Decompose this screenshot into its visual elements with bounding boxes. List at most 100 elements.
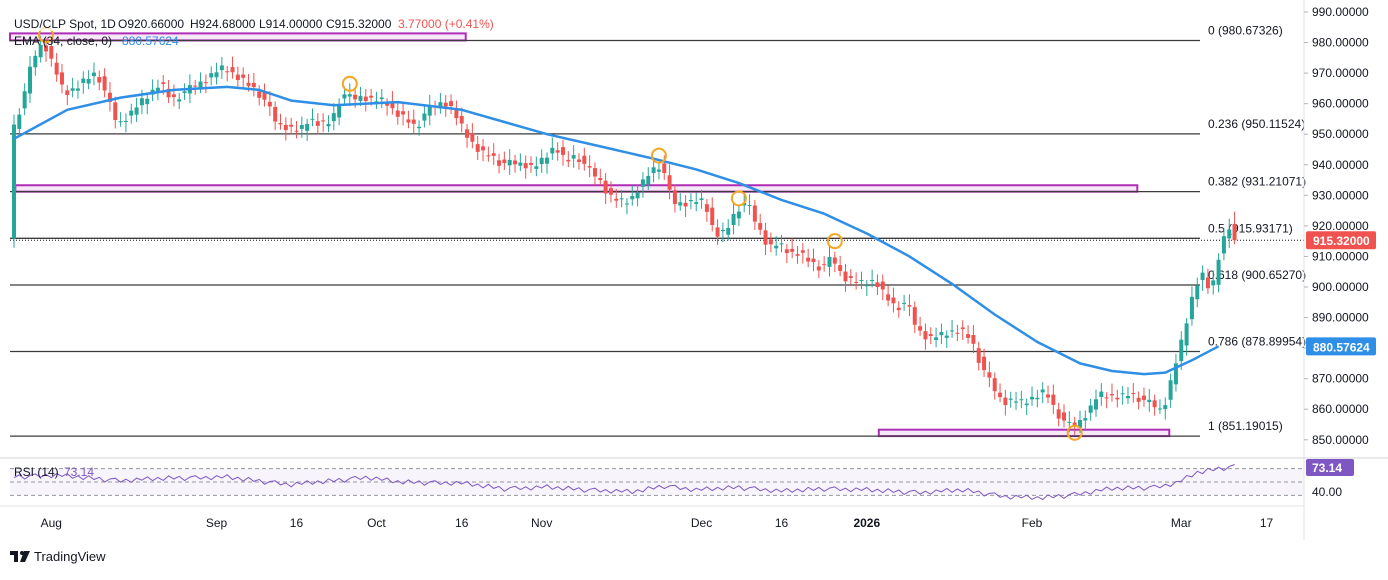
candle-body	[86, 78, 91, 84]
candle-body	[827, 256, 832, 267]
rsi-value-badge-text: 73.14	[1312, 461, 1342, 475]
candle-body	[134, 107, 139, 115]
candle-body	[523, 163, 528, 169]
candle-body	[1003, 397, 1008, 406]
candle-body	[934, 337, 939, 341]
candle-body	[59, 72, 64, 85]
rsi-legend-label[interactable]: RSI (14)	[14, 465, 59, 479]
candle-body	[129, 110, 134, 116]
candle-body	[507, 159, 512, 166]
candle-body	[1211, 280, 1216, 286]
time-axis[interactable]: Aug Sep 16 Oct 16 Nov Dec 16 2026 Feb Mar 17	[41, 516, 1274, 530]
candle-body	[891, 297, 896, 304]
candle-body	[619, 198, 624, 200]
rsi-legend-value: 73.14	[64, 465, 94, 479]
fib-label: 0.618 (900.65270)	[1208, 268, 1306, 282]
candle-body	[171, 94, 176, 98]
price-axis[interactable]: 990.00000 980.00000 970.00000 960.00000 950.…	[1304, 5, 1369, 447]
candle-body	[267, 101, 272, 107]
candle-body	[374, 101, 379, 103]
low-value: L914.00000	[259, 17, 323, 31]
candle-body	[166, 88, 171, 98]
time-tick-label: 2026	[853, 516, 880, 530]
candle-body	[22, 91, 27, 109]
swing-high-marker-3	[650, 147, 667, 164]
close-value: C915.32000	[326, 17, 392, 31]
candle-body	[550, 147, 555, 154]
candle-body	[459, 115, 464, 124]
candle-body	[1232, 223, 1237, 241]
candle-body	[795, 254, 800, 256]
candle-body	[331, 113, 336, 122]
candle-body	[251, 82, 256, 88]
candle-body	[944, 335, 949, 338]
tradingview-logo[interactable]: TradingView	[10, 549, 106, 564]
candle-body	[592, 168, 597, 177]
candle-body	[491, 153, 496, 156]
candle-body	[1173, 363, 1178, 385]
candle-body	[347, 94, 352, 97]
time-tick-label: 16	[455, 516, 469, 530]
candle-body	[1120, 393, 1125, 395]
candle-body	[880, 281, 885, 290]
candle-body	[854, 281, 859, 283]
candle-body	[443, 102, 448, 107]
candle-body	[1136, 397, 1141, 402]
price-tick-label: 910.00000	[1312, 249, 1369, 263]
open-value: O920.66000	[118, 17, 184, 31]
candle-body	[1216, 259, 1221, 285]
candle-body	[560, 147, 565, 155]
candle-body	[310, 118, 315, 120]
candle-body	[555, 150, 560, 153]
candle-body	[571, 155, 576, 159]
rsi-line	[13, 464, 1235, 501]
candle-body	[768, 239, 773, 245]
candle-body	[353, 94, 358, 100]
candle-body	[598, 178, 603, 181]
candle-body	[70, 88, 75, 91]
candle-body	[614, 198, 619, 201]
candle-body	[1163, 405, 1168, 410]
ema-price-badge-text: 880.57624	[1313, 340, 1370, 354]
candle-body	[971, 335, 976, 344]
candle-body	[177, 99, 182, 102]
price-tick-label: 960.00000	[1312, 97, 1369, 111]
candle-body	[1072, 422, 1077, 427]
candle-body	[843, 271, 848, 282]
candle-body	[219, 65, 224, 71]
candle-body	[486, 155, 491, 157]
fib-label: 0.5 (915.93171)	[1208, 221, 1293, 235]
rsi-value-badge	[1306, 459, 1354, 476]
symbol-title[interactable]: USD/CLP Spot, 1D	[14, 17, 116, 31]
candle-body	[198, 81, 203, 88]
candle-body	[715, 227, 720, 237]
candle-body	[123, 120, 128, 122]
candle-body	[1179, 339, 1184, 362]
candle-body	[816, 266, 821, 271]
candle-body	[417, 126, 422, 129]
price-tick-label: 870.00000	[1312, 372, 1369, 386]
candle-body	[203, 82, 208, 84]
ema-legend-label[interactable]: EMA (34, close, 0)	[14, 34, 112, 48]
rsi-axis-label: 40.00	[1312, 485, 1342, 499]
fib-label: 0.786 (878.89954)	[1208, 334, 1306, 348]
candle-body	[667, 175, 672, 190]
candle-body	[315, 121, 320, 126]
candle-body	[118, 121, 123, 123]
candle-body	[630, 195, 635, 200]
candle-body	[193, 85, 198, 87]
resistance-zone-mid	[14, 184, 1139, 193]
candle-body	[1099, 391, 1104, 398]
candle-body	[918, 326, 923, 331]
candle-body	[848, 276, 853, 278]
candle-body	[1125, 395, 1130, 399]
candle-body	[1067, 421, 1072, 423]
candle-body	[662, 163, 667, 174]
candle-body	[1035, 397, 1040, 400]
candle-body	[790, 248, 795, 252]
candle-body	[822, 264, 827, 266]
candle-body	[747, 204, 752, 206]
candle-body	[752, 205, 757, 222]
candle-body	[257, 91, 262, 98]
